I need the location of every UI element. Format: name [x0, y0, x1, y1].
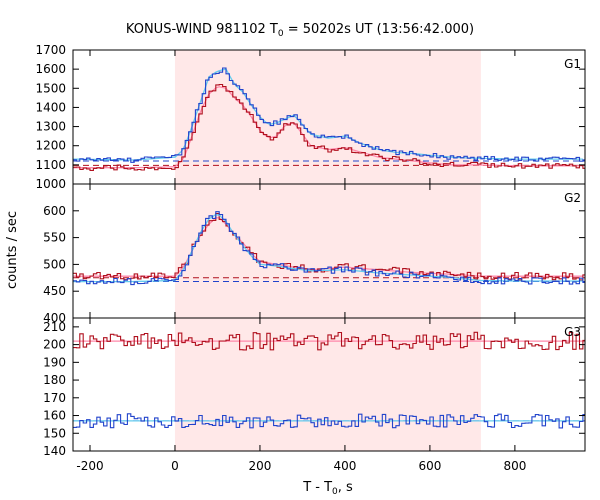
fit-curve-blue	[72, 68, 583, 161]
y-tick-label: 1200	[35, 139, 66, 153]
y-tick-label: 400	[43, 311, 66, 325]
y-tick-label: 140	[43, 444, 66, 458]
shaded-interval	[174, 184, 481, 318]
plot-layer: 10001100120013001400150016001700G1400450…	[35, 43, 586, 473]
y-tick-label: 160	[43, 409, 66, 423]
panel-g2: 400 450 500 550 600 G2	[43, 183, 586, 325]
x-tick-label: -200	[76, 459, 103, 473]
y-tick-label: 1700	[35, 43, 66, 57]
y-tick-label: 200	[43, 338, 66, 352]
y-tick-label: 210	[43, 320, 66, 334]
y-tick-label: 1600	[35, 62, 66, 76]
y-tick-label: 500	[43, 257, 66, 271]
y-tick-label: 550	[43, 231, 66, 245]
panel-g1: 1000 1100 1200 1300 1400 1500 1600 1700 G1	[35, 43, 586, 191]
y-tick-label: 1000	[35, 177, 66, 191]
x-axis-label: T - T0, s	[302, 480, 353, 497]
y-tick-label: 600	[43, 204, 66, 218]
y-tick-label: 1400	[35, 100, 66, 114]
y-axis-label: counts / sec	[5, 211, 20, 289]
y-tick-label: 450	[43, 284, 66, 298]
histogram-red	[73, 83, 585, 171]
panel-frame	[72, 317, 586, 452]
panel-label: G3	[564, 325, 581, 339]
x-tick-label: 400	[333, 459, 356, 473]
x-tick-label: 200	[249, 459, 272, 473]
y-tick-label: 190	[43, 355, 66, 369]
panel-g3: 140 150 160 170 180 190 200 210 G3	[43, 317, 586, 458]
panel-label: G2	[564, 191, 581, 205]
y-tick-label: 180	[43, 373, 66, 387]
histogram-red	[73, 331, 585, 351]
y-tick-label: 150	[43, 426, 66, 440]
histogram-blue	[73, 211, 585, 286]
y-tick-label: 1300	[35, 120, 66, 134]
y-tick-label: 1100	[35, 158, 66, 172]
x-tick-label: 0	[171, 459, 179, 473]
y-tick-label: 170	[43, 391, 66, 405]
histogram-blue	[73, 67, 585, 163]
histogram-blue	[73, 413, 585, 429]
panel-label: G1	[564, 57, 581, 71]
y-tick-label: 1500	[35, 81, 66, 95]
x-tick-label: 800	[503, 459, 526, 473]
x-tick-label: 600	[418, 459, 441, 473]
chart-title: KONUS-WIND 981102 T0 = 50202s UT (13:56:…	[126, 22, 474, 39]
